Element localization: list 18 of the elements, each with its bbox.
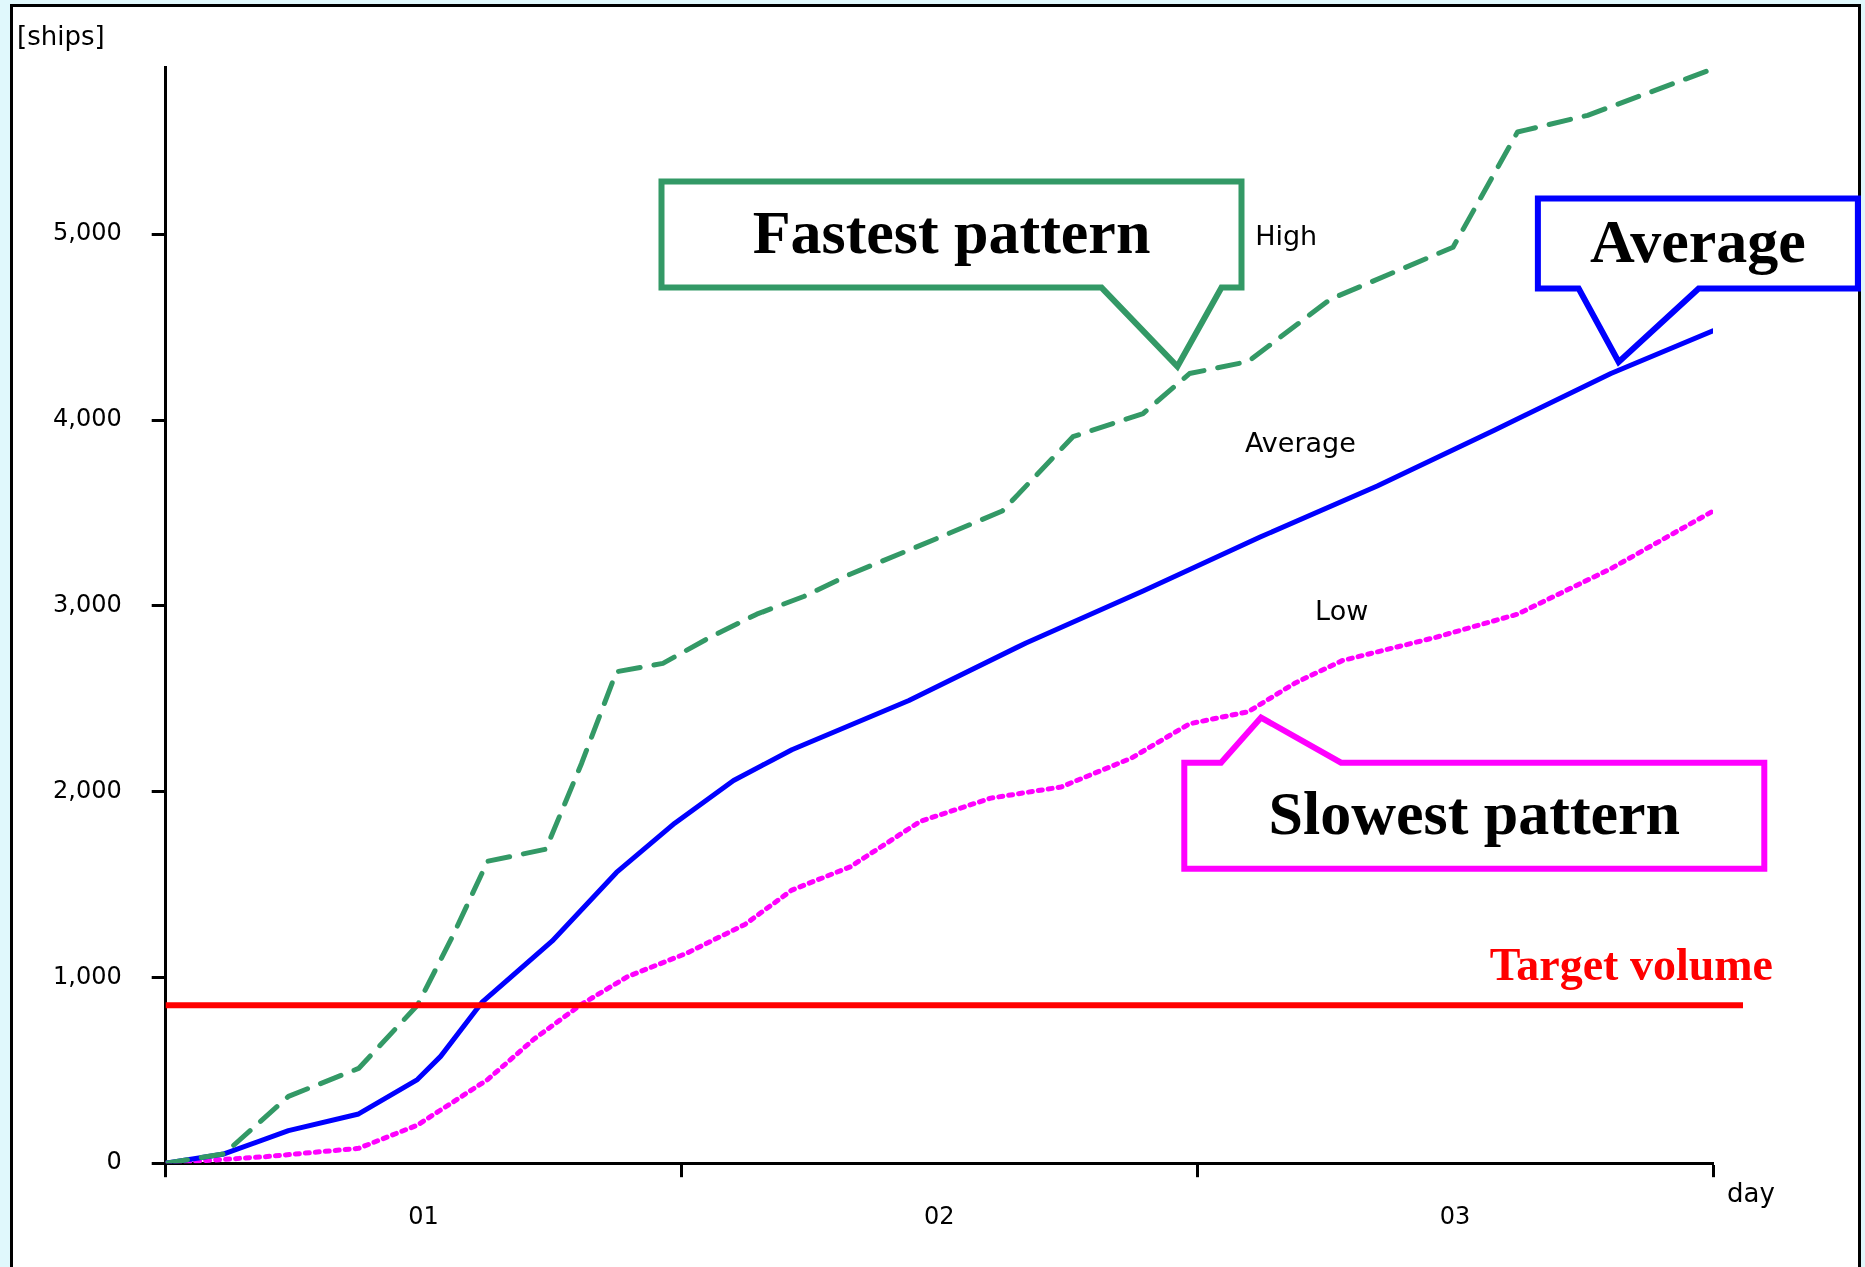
y-tick-label: 1,000 [52,961,122,990]
x-tick-label: 01 [408,1201,439,1230]
annotation: Fastest pattern [752,197,1151,266]
y-tick-label: 3,000 [52,590,122,619]
series-label: Low [1315,594,1369,626]
ref-line-label: Target volume [1489,939,1773,991]
x-tick-label: 02 [924,1201,955,1230]
y-tick-label: 4,000 [52,404,122,433]
y-tick-label: 2,000 [52,775,122,804]
y-axis-title: [ships] [17,20,105,51]
y-tick-label: 0 [106,1147,122,1176]
x-axis-title: day [1727,1177,1775,1208]
annotation: Average [1590,206,1806,275]
series-label: Average [1244,426,1356,458]
annotation: Slowest pattern [1268,778,1681,847]
x-tick-label: 03 [1439,1201,1471,1230]
y-tick-label: 5,000 [52,218,122,247]
series-label: High [1255,220,1318,252]
